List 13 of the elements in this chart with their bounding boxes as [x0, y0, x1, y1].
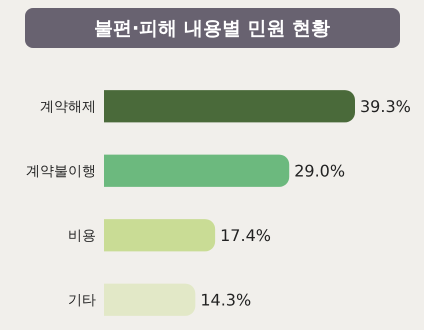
- data-label: 39.3%: [360, 96, 411, 116]
- data-label: 14.3%: [200, 290, 252, 310]
- y-tick-label: 계약불이행: [26, 164, 96, 180]
- bar: [104, 90, 355, 122]
- chart-title: 불편·피해 내용별 민원 현황: [94, 18, 330, 40]
- y-tick-label: 계약해제: [40, 99, 96, 116]
- data-label: 17.4%: [220, 226, 271, 245]
- y-tick-label: 비용: [68, 228, 96, 244]
- data-label: 29.0%: [294, 161, 346, 180]
- bar: [104, 154, 290, 187]
- y-tick-label: 기타: [68, 292, 96, 309]
- bar: [104, 284, 196, 316]
- bar: [104, 219, 216, 252]
